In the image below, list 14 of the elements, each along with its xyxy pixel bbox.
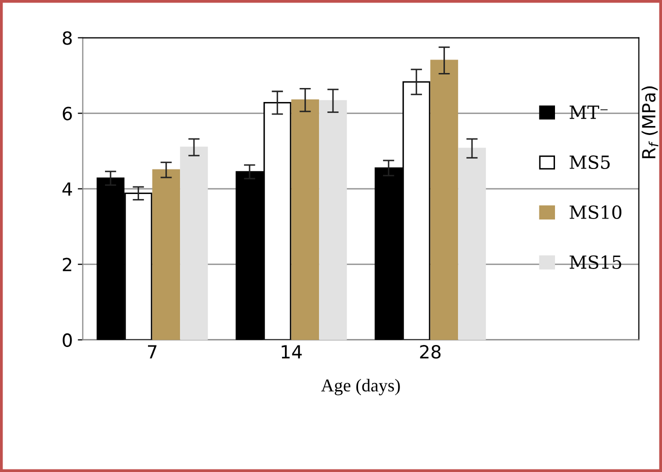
x-tick-label: 28 bbox=[420, 345, 441, 359]
y-tick-label: 4 bbox=[62, 182, 72, 196]
x-axis-title: Age (days) bbox=[321, 378, 400, 396]
legend-label: MS10 bbox=[570, 205, 622, 220]
x-tick-label: 14 bbox=[282, 345, 302, 358]
y-tick-label: 2 bbox=[62, 258, 72, 272]
legend-label: MS5 bbox=[570, 155, 610, 170]
legend-label: MT⁻ bbox=[570, 106, 608, 119]
text: R$_{f}$ (MPa) bbox=[642, 86, 658, 158]
legend-label: MS15 bbox=[570, 255, 622, 269]
y-tick-label: 0 bbox=[62, 333, 72, 347]
y-tick-label: 8 bbox=[62, 31, 72, 45]
x-tick-label: 7 bbox=[148, 345, 156, 358]
y-tick-label: 6 bbox=[62, 106, 72, 120]
